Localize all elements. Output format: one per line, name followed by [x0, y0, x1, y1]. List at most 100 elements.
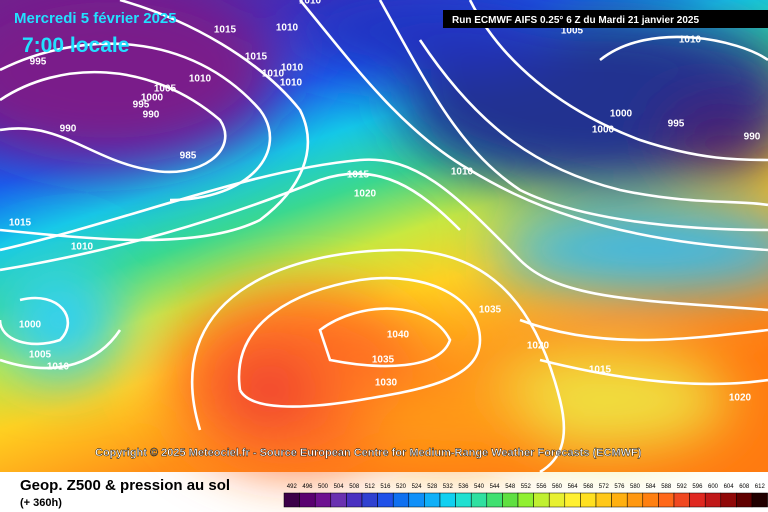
isobar-label: 1000 [610, 109, 633, 120]
isobar-label: 985 [180, 151, 197, 162]
scale-label: 584 [646, 484, 657, 490]
scale-swatch [392, 492, 410, 508]
scale-swatch [346, 492, 363, 508]
isobar-label: 1015 [589, 365, 612, 376]
isobar-label: 1010 [71, 242, 94, 253]
scale-swatch [533, 492, 550, 508]
isobar-label: 995 [30, 57, 47, 68]
isobar-label: 1030 [375, 378, 398, 389]
isobar-label: 1040 [387, 330, 410, 341]
scale-label: 496 [302, 484, 313, 490]
isobar-label: 1010 [679, 35, 702, 46]
scale-label: 528 [427, 484, 438, 490]
isobar-label: 990 [143, 110, 160, 121]
scale-swatch [704, 492, 722, 508]
isobar-label: 1010 [299, 0, 322, 7]
isobar-label: 1010 [451, 167, 474, 178]
isobar-labels: 1010 1005 1010 1015 1010 995 1015 1010 1… [9, 0, 761, 404]
scale-swatch [689, 492, 706, 508]
scale-label: 504 [334, 484, 345, 490]
date-label: Mercredi 5 février 2025 [14, 10, 177, 27]
scale-swatch [736, 492, 753, 508]
scale-label: 548 [505, 484, 516, 490]
scale-swatch [439, 492, 456, 508]
isobar-label: 1010 [47, 362, 70, 373]
scale-label: 492 [287, 484, 298, 490]
isobar-label: 1035 [372, 355, 395, 366]
scale-swatch [517, 492, 534, 508]
scale-label: 592 [677, 484, 688, 490]
scale-label: 588 [661, 484, 672, 490]
time-label: 7:00 locale [22, 34, 129, 57]
scale-swatch [658, 492, 675, 508]
contours [0, 0, 768, 472]
scale-label: 516 [380, 484, 391, 490]
scale-label: 568 [583, 484, 594, 490]
isobar-label: 1010 [281, 63, 304, 74]
isobar-label: 1015 [347, 170, 370, 181]
color-scale: 492 496 500 504 508 512 516 520 524 528 532 536 540 5… [283, 484, 768, 508]
scale-swatch [283, 492, 300, 508]
isobar-label: 1020 [354, 189, 377, 200]
scale-label: 556 [536, 484, 547, 490]
scale-label: 604 [724, 484, 735, 490]
scale-label: 544 [490, 484, 501, 490]
scale-label: 512 [365, 484, 376, 490]
scale-label: 524 [412, 484, 423, 490]
run-label: Run ECMWF AIFS 0.25° 6 Z du Mardi 21 jan… [452, 15, 699, 26]
isobar-label: 1010 [276, 23, 299, 34]
scale-swatch [720, 492, 737, 508]
field [0, 0, 768, 472]
scale-swatch [377, 492, 394, 508]
run-box [443, 10, 768, 28]
isobar-label: 995 [668, 119, 685, 130]
scale-swatch [595, 492, 612, 508]
scale-label: 596 [692, 484, 703, 490]
isobar-label: 995 [133, 100, 150, 111]
isobar-label: 990 [744, 132, 761, 143]
scale-swatch [455, 492, 472, 508]
isobar-label: 1020 [527, 341, 550, 352]
scale-label: 552 [521, 484, 532, 490]
scale-swatch [564, 492, 581, 508]
isobar-label: 1005 [29, 350, 52, 361]
scale-label: 576 [614, 484, 625, 490]
isobar-label: 1035 [479, 305, 502, 316]
scale-swatch [611, 492, 628, 508]
scale-swatch [470, 492, 488, 508]
scale-label: 500 [318, 484, 329, 490]
scale-label: 560 [552, 484, 563, 490]
scale-label: 612 [755, 484, 766, 490]
scale-label: 520 [396, 484, 407, 490]
scale-swatch [626, 492, 644, 508]
scale-label: 580 [630, 484, 641, 490]
scale-swatch [314, 492, 332, 508]
footer-lead: (+ 360h) [20, 497, 62, 509]
isobar-label: 1010 [280, 78, 303, 89]
scale-label: 572 [599, 484, 610, 490]
copyright: Copyright © 2025 Meteociel.fr - Source E… [95, 447, 642, 459]
scale-label: 540 [474, 484, 485, 490]
scale-label: 600 [708, 484, 719, 490]
scale-swatch [361, 492, 378, 508]
scale-swatch [486, 492, 503, 508]
isobar-label: 1005 [561, 26, 584, 37]
scale-swatch [299, 492, 316, 508]
scale-label: 508 [349, 484, 360, 490]
scale-swatch [502, 492, 519, 508]
footer-title: Geop. Z500 & pression au sol [20, 477, 230, 494]
isobar-label: 1010 [189, 74, 212, 85]
isobar-label: 1015 [245, 52, 268, 63]
isobar-label: 1015 [9, 218, 32, 229]
scale-label: 564 [568, 484, 579, 490]
scale-swatch [673, 492, 690, 508]
scale-swatch [330, 492, 347, 508]
scale-label: 536 [458, 484, 469, 490]
scale-swatch [642, 492, 659, 508]
scale-swatch [751, 492, 768, 508]
scale-swatch [548, 492, 566, 508]
isobar-label: 1000 [592, 125, 615, 136]
isobar-label: 1000 [19, 320, 42, 331]
